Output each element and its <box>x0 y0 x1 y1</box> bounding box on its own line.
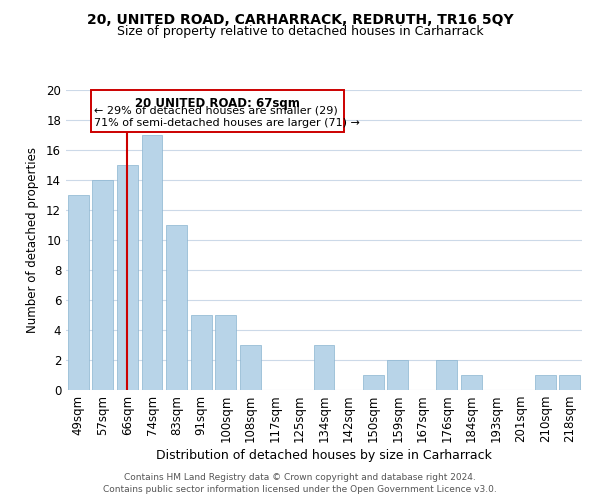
Bar <box>240 345 261 390</box>
Bar <box>166 225 187 390</box>
Bar <box>436 360 457 390</box>
Bar <box>191 315 212 390</box>
Bar <box>68 195 89 390</box>
Bar <box>142 135 163 390</box>
FancyBboxPatch shape <box>91 90 344 132</box>
Bar <box>559 375 580 390</box>
Bar <box>314 345 334 390</box>
Text: Contains HM Land Registry data © Crown copyright and database right 2024.: Contains HM Land Registry data © Crown c… <box>124 472 476 482</box>
Bar <box>387 360 408 390</box>
Text: 20, UNITED ROAD, CARHARRACK, REDRUTH, TR16 5QY: 20, UNITED ROAD, CARHARRACK, REDRUTH, TR… <box>86 12 514 26</box>
Y-axis label: Number of detached properties: Number of detached properties <box>26 147 39 333</box>
Text: Size of property relative to detached houses in Carharrack: Size of property relative to detached ho… <box>116 25 484 38</box>
Text: ← 29% of detached houses are smaller (29): ← 29% of detached houses are smaller (29… <box>94 106 338 116</box>
Bar <box>215 315 236 390</box>
Bar <box>461 375 482 390</box>
Text: Contains public sector information licensed under the Open Government Licence v3: Contains public sector information licen… <box>103 485 497 494</box>
Bar <box>117 165 138 390</box>
Text: 20 UNITED ROAD: 67sqm: 20 UNITED ROAD: 67sqm <box>134 97 299 110</box>
Bar <box>92 180 113 390</box>
Bar <box>362 375 383 390</box>
Bar <box>535 375 556 390</box>
Text: 71% of semi-detached houses are larger (71) →: 71% of semi-detached houses are larger (… <box>94 118 360 128</box>
X-axis label: Distribution of detached houses by size in Carharrack: Distribution of detached houses by size … <box>156 450 492 462</box>
